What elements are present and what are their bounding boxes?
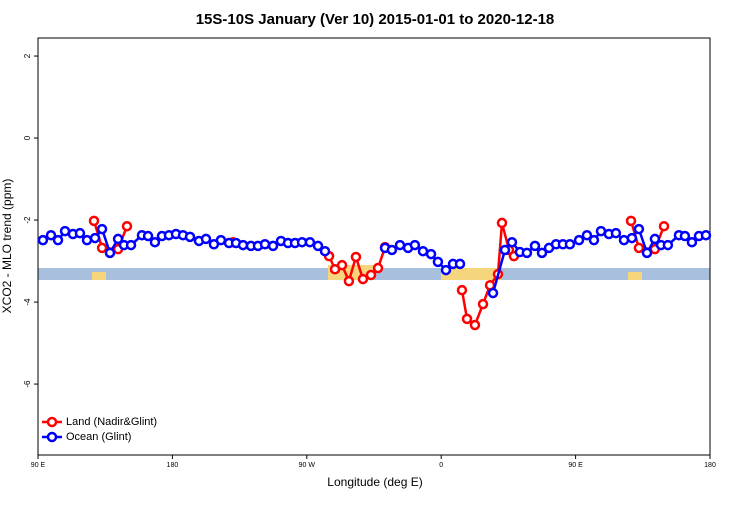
point <box>89 232 101 244</box>
point <box>477 298 489 310</box>
legend-label: Ocean (Glint) <box>66 431 131 443</box>
legend-marker <box>46 431 58 443</box>
point <box>259 238 271 250</box>
point <box>454 258 466 270</box>
point <box>536 247 548 259</box>
point <box>112 233 124 245</box>
legend: Land (Nadir&Glint) Ocean (Glint) <box>42 416 157 443</box>
point <box>573 234 585 246</box>
point <box>45 229 57 241</box>
y-tick-label: -4 <box>23 298 32 306</box>
point <box>456 284 468 296</box>
point <box>529 240 541 252</box>
point <box>215 234 227 246</box>
point <box>319 245 331 257</box>
point <box>700 229 712 241</box>
point <box>88 215 100 227</box>
point <box>658 220 670 232</box>
point <box>343 275 355 287</box>
point <box>96 223 108 235</box>
point <box>394 239 406 251</box>
y-tick-label: 2 <box>23 53 32 58</box>
point <box>649 233 661 245</box>
point <box>52 234 64 246</box>
point <box>409 239 421 251</box>
point <box>641 247 653 259</box>
point <box>417 245 429 257</box>
point <box>564 238 576 250</box>
point <box>365 269 377 281</box>
land-strip <box>92 272 106 280</box>
point <box>496 217 508 229</box>
plot-frame <box>37 37 711 456</box>
point <box>96 242 108 254</box>
point <box>425 248 437 260</box>
point <box>521 247 533 259</box>
x-tick-label: 90 E <box>31 462 46 469</box>
point <box>37 234 49 246</box>
chart-title: 15S-10S January (Ver 10) 2015-01-01 to 2… <box>196 11 555 28</box>
point <box>312 240 324 252</box>
point <box>386 244 398 256</box>
point <box>350 251 362 263</box>
x-tick-label: 180 <box>704 462 716 469</box>
point <box>633 223 645 235</box>
point <box>625 215 637 227</box>
point <box>440 264 452 276</box>
point <box>662 239 674 251</box>
point <box>499 244 511 256</box>
y-axis-label: XCO2 - MLO trend (ppm) <box>0 179 14 314</box>
legend-label: Land (Nadir&Glint) <box>66 416 157 428</box>
point <box>633 242 645 254</box>
x-axis-label: Longitude (deg E) <box>327 475 422 489</box>
point <box>686 236 698 248</box>
point <box>581 229 593 241</box>
legend-marker <box>46 416 58 428</box>
point <box>487 287 499 299</box>
point <box>304 236 316 248</box>
point <box>74 227 86 239</box>
point <box>626 232 638 244</box>
point <box>184 231 196 243</box>
x-tick-label: 0 <box>439 462 443 469</box>
x-tick-label: 90 E <box>568 462 583 469</box>
point <box>610 227 622 239</box>
x-tick-label: 180 <box>167 462 179 469</box>
point <box>506 236 518 248</box>
point <box>679 230 691 242</box>
point <box>142 230 154 242</box>
point <box>357 273 369 285</box>
point <box>125 239 137 251</box>
y-tick-label: -2 <box>23 216 32 224</box>
land-strip <box>441 268 501 280</box>
point <box>461 313 473 325</box>
point <box>469 319 481 331</box>
point <box>121 220 133 232</box>
y-tick-label: 0 <box>23 135 32 140</box>
point <box>149 236 161 248</box>
point <box>432 256 444 268</box>
x-tick-label: 90 W <box>299 462 316 469</box>
point <box>81 234 93 246</box>
point <box>267 240 279 252</box>
point <box>588 234 600 246</box>
point <box>336 259 348 271</box>
point <box>104 247 116 259</box>
y-tick-label: -6 <box>23 380 32 388</box>
point <box>372 262 384 274</box>
point <box>200 233 212 245</box>
land-strip <box>628 272 642 280</box>
marks <box>37 215 712 331</box>
